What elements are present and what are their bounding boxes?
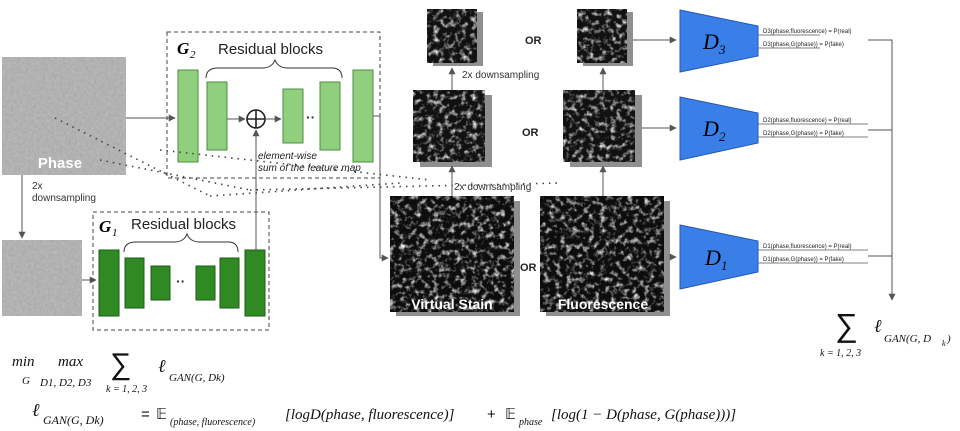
- g2-subscript: 2: [190, 49, 196, 61]
- or-label-bottom: OR: [520, 262, 537, 274]
- g2-block-3: [282, 88, 304, 144]
- d2-symbol: D: [702, 116, 719, 141]
- loss-sum-close: ): [946, 333, 951, 345]
- d3-output-real: D3(phase,fluorescence) = P(real): [763, 29, 852, 35]
- virtual-stain-large: [390, 196, 520, 316]
- g1-block-1: [98, 249, 120, 317]
- d3-subscript: 3: [718, 42, 726, 57]
- loss-sum-right: ∑ ℓ GAN(G, D k ) k = 1, 2, 3: [820, 307, 951, 359]
- g2-symbol: G: [177, 39, 190, 58]
- objective-term: ℓ: [158, 356, 166, 376]
- discriminator-d3: [679, 9, 759, 73]
- g1-block-5: [219, 257, 240, 309]
- d1-symbol: D: [704, 245, 721, 270]
- loss-bracket-1: [logD(phase, fluorescence)]: [285, 407, 455, 423]
- d1-output-real: D1(phase,fluorescence) = P(real): [763, 244, 852, 250]
- downsample-phase-text-1: 2x: [32, 181, 43, 192]
- phase-downsampled-image: [2, 240, 82, 316]
- g1-block-4: [195, 265, 216, 301]
- objective-formula: min G max D1, D2, D3 ∑ k = 1, 2, 3 ℓ GAN…: [12, 348, 225, 395]
- g1-subscript: 1: [112, 227, 118, 239]
- d3-output-fake: D3(phase,G(phase)) = P(fake): [763, 42, 844, 48]
- discriminator-d1: [679, 224, 759, 290]
- downsample-mid-text: 2x downsampling: [454, 182, 531, 193]
- g2-block-5: [352, 69, 374, 163]
- loss-expect-1: 𝔼: [156, 406, 167, 423]
- d1-output-fake: D1(phase,G(phase)) = P(fake): [763, 257, 844, 263]
- fluorescence-label: Fluorescence: [558, 296, 648, 312]
- g2-block-4: [319, 81, 341, 151]
- discriminator-d2: [679, 96, 759, 161]
- fluorescence-small: [577, 9, 633, 66]
- loss-definition: ℓ GAN(G, Dk) = 𝔼 (phase, fluorescence) […: [32, 400, 736, 428]
- loss-equals: =: [141, 406, 150, 423]
- g2-block-1: [177, 69, 199, 163]
- objective-range: k = 1, 2, 3: [106, 384, 147, 395]
- g1-brace: [123, 232, 239, 253]
- elementwise-text-2: sum of the feature map: [258, 163, 361, 174]
- loss-expect-2-sub: phase: [518, 417, 543, 428]
- phase-image: [2, 57, 126, 175]
- objective-min: min: [12, 354, 35, 370]
- downsample-phase-text-2: downsampling: [32, 193, 96, 204]
- phase-label: Phase: [38, 155, 82, 172]
- or-label-middle: OR: [522, 127, 539, 139]
- d2-output-fake: D2(phase,G(phase)) = P(fake): [763, 131, 844, 137]
- virtual-stain-small: [427, 9, 483, 66]
- g2-ellipsis: ··: [306, 109, 315, 125]
- objective-term-sub: GAN(G, Dk): [169, 372, 225, 384]
- generator-g2-box: [166, 31, 381, 179]
- g1-block-6: [244, 249, 266, 317]
- fluorescence-medium: [563, 90, 642, 167]
- objective-sigma: ∑: [110, 348, 131, 381]
- loss-sum-k: k: [942, 339, 946, 348]
- d2-subscript: 2: [719, 129, 726, 144]
- d2-output-real: D2(phase,fluorescence) = P(real): [763, 118, 852, 124]
- loss-lhs-term: ℓ: [32, 400, 40, 420]
- downsample-top-text: 2x downsampling: [462, 70, 539, 81]
- g1-block-2: [124, 257, 145, 309]
- loss-sum-range: k = 1, 2, 3: [820, 348, 861, 359]
- g1-block-3: [150, 265, 171, 301]
- generator-g1-box: [92, 211, 270, 331]
- loss-expect-2: 𝔼: [505, 406, 516, 423]
- g1-symbol: G: [99, 217, 112, 236]
- loss-plus: +: [487, 406, 496, 423]
- circled-plus-icon: [246, 109, 266, 129]
- loss-expect-1-sub: (phase, fluorescence): [170, 417, 256, 428]
- loss-lhs-sub: GAN(G, Dk): [43, 413, 104, 427]
- d3-symbol: D: [702, 29, 719, 54]
- g2-title: Residual blocks: [218, 41, 323, 58]
- virtual-stain-label: Virtual Stain: [411, 296, 492, 312]
- loss-sum-term: ℓ: [874, 316, 882, 336]
- d1-subscript: 1: [721, 258, 728, 273]
- elementwise-text-1: element-wise: [258, 151, 317, 162]
- loss-bracket-2: [log(1 − D(phase, G(phase)))]: [551, 407, 736, 423]
- fluorescence-large: [540, 196, 670, 316]
- objective-max: max: [58, 354, 83, 370]
- virtual-stain-medium: [413, 90, 492, 167]
- loss-sum-subscript: GAN(G, D: [884, 333, 931, 345]
- g1-title: Residual blocks: [131, 216, 236, 233]
- objective-max-sub: D1, D2, D3: [39, 377, 92, 389]
- g1-ellipsis: ··: [176, 273, 185, 289]
- or-label-top: OR: [525, 35, 542, 47]
- objective-min-sub: G: [22, 375, 30, 387]
- g2-block-2: [206, 81, 228, 151]
- loss-sum-sigma: ∑: [835, 307, 858, 343]
- g2-brace: [205, 58, 343, 79]
